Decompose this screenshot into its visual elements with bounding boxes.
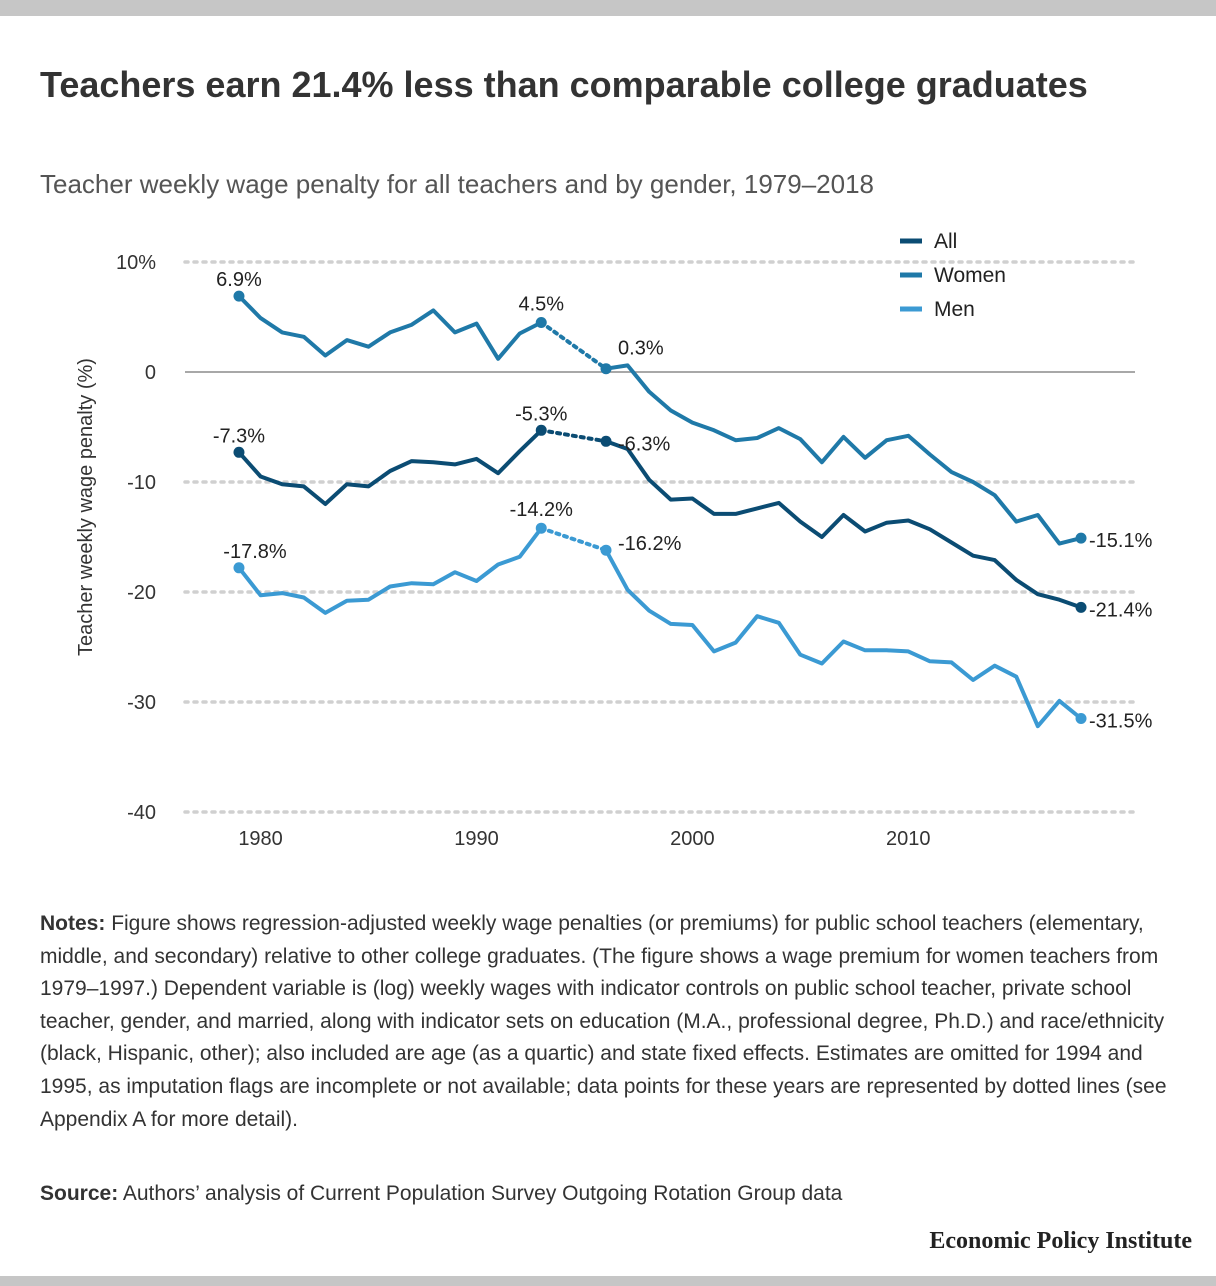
series-line-women xyxy=(237,294,544,361)
data-point xyxy=(233,446,245,458)
data-point xyxy=(233,290,245,302)
y-tick-label: 10% xyxy=(116,252,156,274)
data-point xyxy=(1075,601,1087,613)
data-label: -7.3% xyxy=(213,425,265,447)
notes-text: Figure shows regression-adjusted weekly … xyxy=(40,912,1167,1131)
series-women: 6.9% 4.5% 0.3% -15.1% xyxy=(216,269,1152,552)
data-label: -17.8% xyxy=(223,541,287,563)
y-axis-ticks: 10% 0 -10 -20 -30 -40 xyxy=(116,252,156,824)
source-label: Source: xyxy=(40,1182,119,1205)
series-gap-dotted-men xyxy=(539,526,608,553)
series-lines: -7.3%-5.3%-6.3%-21.4%6.9%4.5%0.3%-15.1%-… xyxy=(213,269,1153,732)
series-line-men xyxy=(237,526,544,615)
x-tick-label: 1980 xyxy=(238,828,283,850)
series-line-all xyxy=(237,428,544,506)
data-label: -5.3% xyxy=(515,403,567,425)
series-men: -17.8% -14.2% -16.2% -31.5% xyxy=(223,499,1152,732)
data-point xyxy=(600,435,612,447)
legend-label-all: All xyxy=(934,230,957,253)
y-tick-label: -10 xyxy=(127,472,156,494)
x-tick-label: 1990 xyxy=(454,828,499,850)
data-label: 6.9% xyxy=(216,269,262,291)
data-label: 4.5% xyxy=(518,294,564,316)
y-tick-label: 0 xyxy=(145,362,156,384)
legend: All Women Men xyxy=(900,230,1006,321)
series-all: -7.3% -5.3% -6.3% -21.4% xyxy=(213,403,1153,621)
legend-label-women: Women xyxy=(934,264,1006,287)
data-point xyxy=(535,522,547,534)
source-text: Authors’ analysis of Current Population … xyxy=(122,1182,843,1205)
data-label: -15.1% xyxy=(1089,530,1153,552)
y-axis-label: Teacher weekly wage penalty (%) xyxy=(75,358,97,656)
top-border xyxy=(0,0,1216,16)
y-tick-label: -30 xyxy=(127,692,156,714)
data-label: 0.3% xyxy=(618,338,664,360)
data-label: -14.2% xyxy=(510,499,574,521)
x-tick-label: 2000 xyxy=(670,828,715,850)
series-gap-dotted-women xyxy=(539,320,608,371)
brand-logo: Economic Policy Institute xyxy=(929,1228,1192,1254)
x-axis-ticks: 1980 1990 2000 2010 xyxy=(238,828,930,850)
data-point xyxy=(600,363,612,375)
series-line-women xyxy=(604,363,1083,546)
data-label: -6.3% xyxy=(618,433,670,455)
y-tick-label: -20 xyxy=(127,582,156,604)
data-point xyxy=(600,544,612,556)
notes: Notes: Figure shows regression-adjusted … xyxy=(40,908,1170,1136)
y-tick-label: -40 xyxy=(127,802,156,824)
legend-label-men: Men xyxy=(934,298,975,321)
x-tick-label: 2010 xyxy=(886,828,931,850)
series-line-men xyxy=(604,548,1083,729)
data-point xyxy=(535,424,547,436)
data-point xyxy=(1075,532,1087,544)
data-point xyxy=(1075,713,1087,724)
bottom-border xyxy=(0,1276,1216,1286)
data-label: -21.4% xyxy=(1089,599,1153,621)
data-label: -31.5% xyxy=(1089,711,1153,733)
series-line-all xyxy=(604,439,1083,610)
chart-title: Teachers earn 21.4% less than comparable… xyxy=(40,64,1088,105)
source: Source: Authors’ analysis of Current Pop… xyxy=(40,1178,1170,1210)
data-label: -16.2% xyxy=(618,533,682,555)
chart-subtitle: Teacher weekly wage penalty for all teac… xyxy=(40,169,875,199)
series-gap-dotted-all xyxy=(539,428,608,444)
notes-label: Notes: xyxy=(40,912,106,935)
line-chart: 10% 0 -10 -20 -30 -40 1980 1990 2000 2010 Teache… xyxy=(75,230,1153,850)
data-point xyxy=(535,317,547,328)
data-point xyxy=(233,562,245,574)
